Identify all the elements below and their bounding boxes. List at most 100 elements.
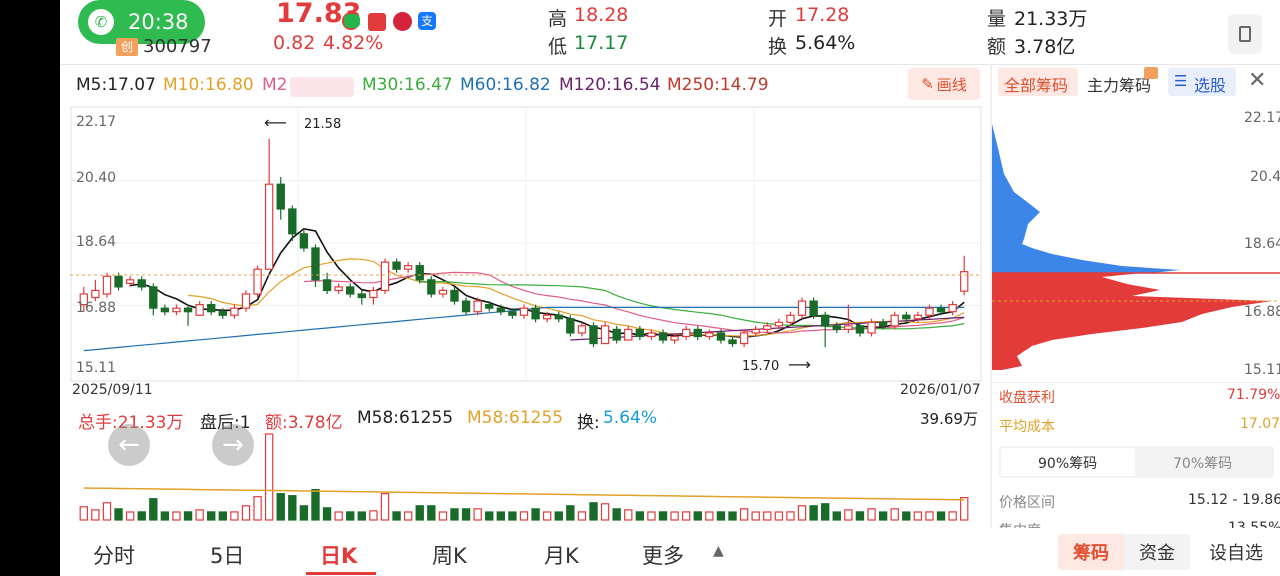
chip-y-1: 22.17	[1244, 110, 1280, 126]
volume-bar	[357, 511, 367, 521]
volume-bar	[821, 503, 830, 521]
add-favorite-button[interactable]: 设自选	[1196, 534, 1276, 570]
candle-body	[346, 286, 355, 295]
date-start: 2025/09/11	[72, 382, 153, 398]
next-arrow-button[interactable]: →	[212, 424, 254, 466]
chip-distribution-chart	[992, 124, 1280, 370]
weibo-icon[interactable]	[393, 12, 412, 31]
volume-bar	[241, 505, 251, 521]
volume-chart[interactable]	[70, 428, 982, 522]
arrow-left-icon: ←	[118, 430, 140, 460]
kline-chart[interactable]	[70, 106, 982, 382]
volume-value: 21.33万	[1014, 8, 1088, 30]
chip-seg70[interactable]: 70%筹码	[1173, 456, 1233, 472]
candle-body	[600, 325, 610, 345]
y-tick-5: 15.11	[76, 360, 117, 376]
tab-intraday[interactable]: 分时	[93, 544, 135, 568]
volume-bar	[195, 509, 204, 521]
volume-bar	[334, 511, 343, 521]
message-icon[interactable]	[368, 13, 386, 31]
volume-bar	[218, 511, 227, 521]
phone-icon: ✆	[88, 9, 114, 35]
candle-body	[183, 307, 193, 313]
vol-turnover: 5.64%	[603, 408, 658, 428]
amount-label: 额	[987, 36, 1007, 58]
range-value: 15.12 - 19.86	[1188, 492, 1280, 508]
candle	[241, 290, 251, 312]
candle	[658, 329, 668, 344]
lock-badge-icon	[1144, 67, 1158, 79]
chip-button[interactable]: 筹码	[1058, 534, 1124, 570]
tab-weekly-k[interactable]: 周K	[432, 544, 467, 568]
alipay-icon[interactable]: 支	[418, 12, 436, 30]
profit-value: 71.79%	[1227, 387, 1280, 403]
wechat-icon[interactable]	[344, 14, 360, 28]
candle	[821, 311, 830, 348]
candle-body	[542, 314, 552, 320]
chip-profile-upper	[992, 124, 1180, 273]
candle-body	[739, 332, 749, 345]
candle	[415, 262, 424, 284]
prev-arrow-button[interactable]: ←	[108, 424, 150, 466]
vol-total: 总手:21.33万	[78, 413, 184, 433]
candle-body	[137, 279, 146, 288]
candle-body	[821, 314, 830, 327]
candle-body	[809, 300, 818, 316]
landscape-toggle-button[interactable]	[1228, 14, 1262, 54]
funds-button[interactable]: 资金	[1124, 534, 1190, 570]
open-value: 17.28	[795, 4, 850, 26]
candle	[160, 304, 170, 316]
volume-bar	[554, 511, 563, 521]
volume-bar	[450, 508, 459, 521]
tab-monthly-k[interactable]: 月K	[544, 544, 579, 568]
chip-seg90[interactable]: 90%筹码	[1038, 456, 1098, 472]
chip-tab-main[interactable]: 主力筹码	[1087, 76, 1152, 95]
candle-body	[461, 300, 471, 313]
vol-max: 39.69万	[920, 410, 978, 428]
volume-bar	[809, 505, 818, 521]
candle-body	[728, 339, 737, 345]
volume-bar	[311, 488, 320, 521]
candle-body	[797, 300, 807, 316]
candle-body	[125, 279, 135, 284]
volume-bar	[612, 508, 621, 521]
vol-m58b: M58:61255	[467, 408, 564, 428]
draw-line-button[interactable]: ✎ 画线	[908, 68, 980, 100]
chip-select-bg	[1168, 68, 1236, 96]
chip-tab-select[interactable]: 选股	[1194, 76, 1227, 95]
candle	[693, 325, 702, 341]
tab-5day[interactable]: 5日	[210, 544, 245, 568]
candle-body	[658, 332, 668, 341]
volume-bar	[600, 503, 610, 521]
volume-bar	[415, 505, 424, 521]
chip-tab-all-bg	[998, 68, 1078, 96]
y-tick-2: 20.40	[76, 170, 117, 186]
close-icon[interactable]: ✕	[1248, 68, 1267, 93]
tab-daily-k[interactable]: 日K	[320, 544, 358, 568]
candle-body	[230, 307, 239, 316]
caret-up-icon[interactable]: ▲	[713, 543, 724, 559]
candle	[554, 311, 563, 323]
candle	[728, 336, 737, 348]
candle-body	[693, 328, 702, 338]
candle-body	[925, 307, 934, 316]
ma10-label: M10:16.80	[163, 75, 254, 95]
candle	[299, 230, 309, 252]
candle-body	[902, 314, 911, 320]
candle-body	[878, 321, 888, 327]
volume-bar	[264, 433, 274, 521]
tab-more[interactable]: 更多	[642, 544, 684, 568]
call-status-pill[interactable]: ✆ 20:38	[78, 0, 205, 44]
candle-body	[751, 328, 760, 334]
chip-tab-all[interactable]: 全部筹码	[1004, 76, 1069, 95]
candle-body	[624, 328, 633, 341]
candle	[461, 297, 471, 316]
candle-body	[786, 314, 795, 323]
volume-bar	[751, 511, 760, 521]
candle-body	[102, 275, 112, 295]
candle	[276, 177, 285, 220]
header-divider	[60, 64, 1280, 65]
candle-body	[264, 183, 274, 270]
volume-bar	[902, 511, 911, 521]
filter-icon: ☰	[1174, 72, 1188, 90]
